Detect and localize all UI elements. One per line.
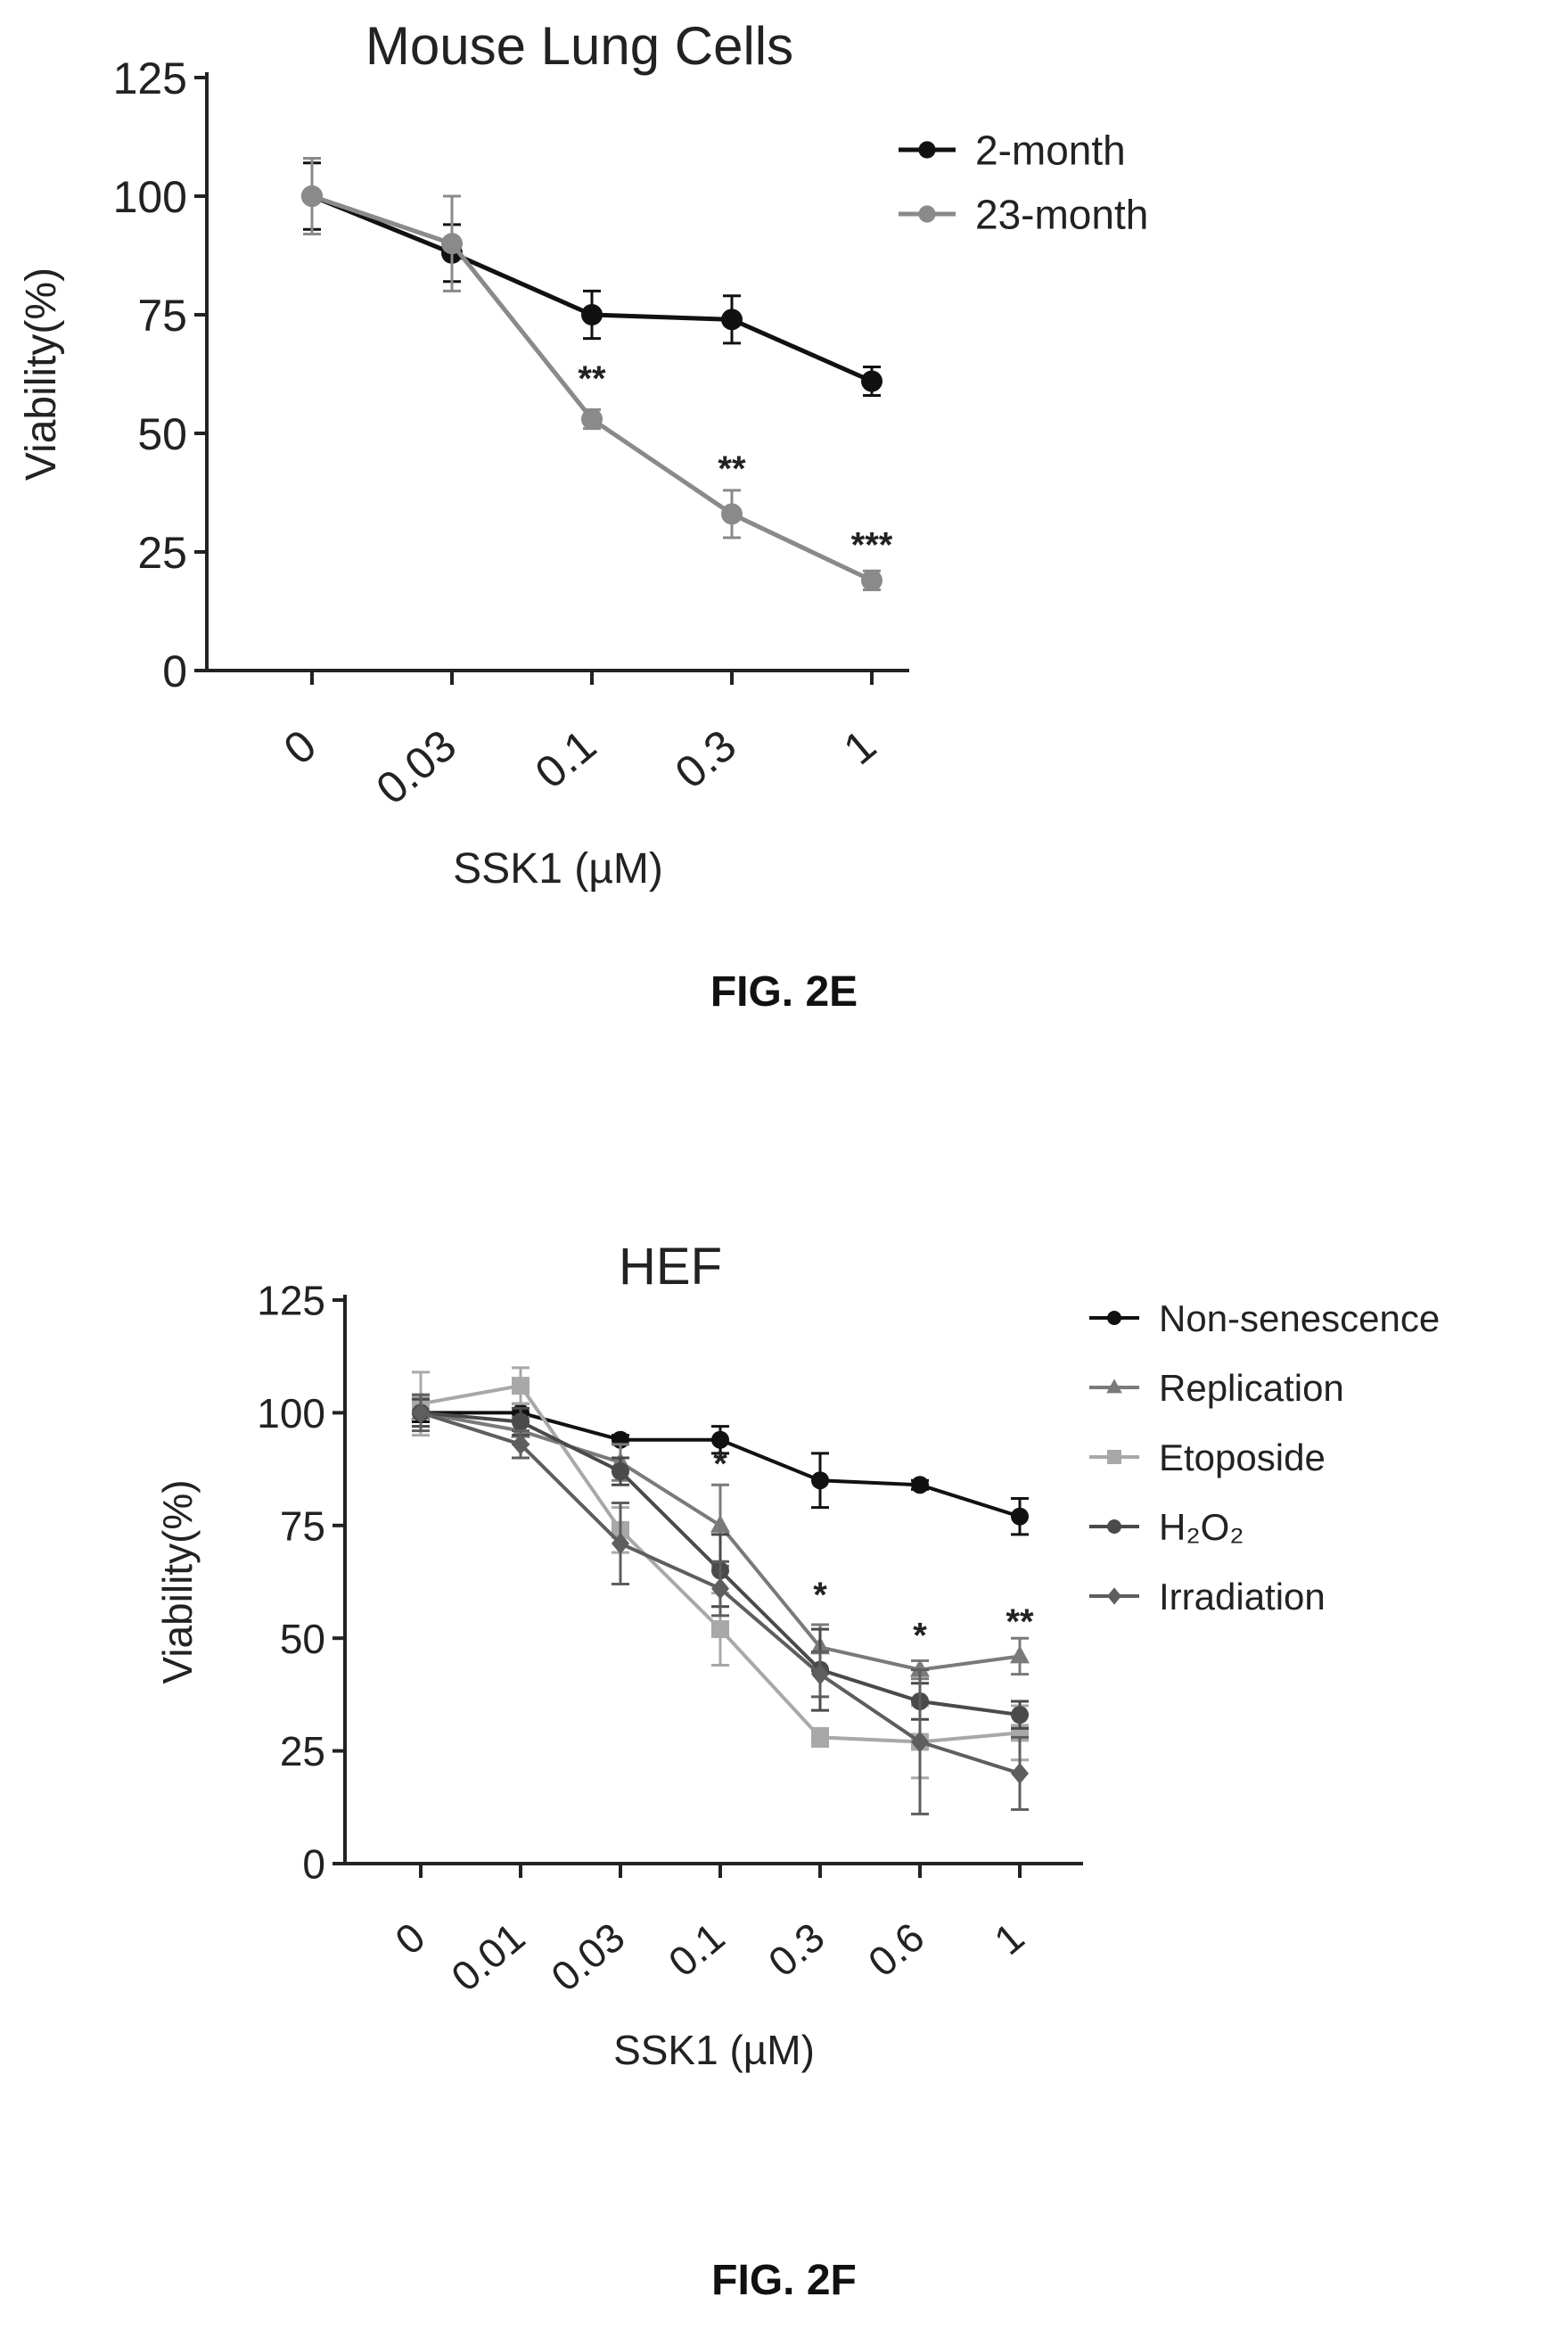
legend-label: Etoposide [1159, 1436, 1326, 1478]
series-23-month [301, 156, 883, 592]
y-tick-label: 125 [257, 1278, 325, 1324]
x-tick-label: 0.3 [759, 1914, 833, 1986]
legend-item: Non-senescence [1089, 1297, 1440, 1339]
data-point [710, 1514, 730, 1533]
significance-marker: * [713, 1445, 727, 1484]
data-point [910, 1659, 930, 1677]
series-irradiation [412, 1393, 1029, 1815]
legend-item: 23-month [899, 192, 1148, 238]
data-point [721, 503, 743, 525]
data-point [581, 408, 603, 431]
data-point [711, 1620, 729, 1639]
significance-marker: *** [851, 525, 893, 564]
data-point [581, 304, 603, 325]
x-tick-label: 0.03 [542, 1914, 633, 2000]
data-point [1011, 1706, 1029, 1725]
data-point [811, 1663, 829, 1685]
data-point [711, 1577, 729, 1600]
figure-caption-2e: FIG. 2E [710, 968, 858, 1016]
x-tick-label: 0.1 [660, 1914, 733, 1986]
legend-swatch-marker [1107, 1519, 1121, 1534]
legend-swatch-marker [1107, 1311, 1121, 1325]
legend-label: Non-senescence [1159, 1297, 1440, 1339]
chart-title: Mouse Lung Cells [365, 16, 793, 76]
significance-marker: ** [578, 359, 606, 399]
x-tick-label: 1 [985, 1914, 1032, 1963]
legend-item: H₂O₂ [1089, 1506, 1244, 1548]
chart-mouse-lung-cells: Mouse Lung Cells 0 25 50 75 100 125 0 0.03 0.1 0.3… [18, 16, 1148, 893]
y-tick-label: 50 [137, 409, 187, 459]
data-point [861, 370, 883, 392]
data-point [512, 1433, 530, 1455]
figure-caption-2f: FIG. 2F [711, 2257, 857, 2304]
data-point [711, 1430, 729, 1449]
x-tick-label: 0.03 [367, 720, 466, 814]
data-point [301, 185, 323, 207]
legend-label: Replication [1159, 1367, 1344, 1409]
x-axis-label: SSK1 (µM) [613, 2027, 815, 2073]
data-point [1011, 1507, 1029, 1526]
x-tick-label: 0.3 [666, 720, 745, 799]
y-tick-label: 0 [162, 646, 187, 696]
data-point [811, 1728, 829, 1747]
y-tick-label: 75 [137, 291, 187, 341]
y-axis-label: Viability(%) [154, 1479, 201, 1683]
data-point [721, 309, 743, 331]
figure-2f: HEF 0 25 50 75 100 125 0 0.01 0.03 0.1 0.3 0.6 1 Viabi… [0, 1186, 1568, 2346]
data-point [911, 1731, 929, 1753]
legend-label: Irradiation [1159, 1576, 1326, 1618]
data-point [512, 1377, 530, 1395]
data-point [1010, 1645, 1030, 1664]
legend-swatch-marker [1107, 1587, 1121, 1605]
figure-2e: Mouse Lung Cells 0 25 50 75 100 125 0 0.03 0.1 0.3… [0, 0, 1568, 1052]
y-tick-label: 25 [137, 528, 187, 578]
data-point [861, 569, 883, 591]
y-tick-label: 100 [113, 172, 187, 222]
data-point [612, 1533, 629, 1555]
x-tick-label: 1 [834, 720, 885, 775]
data-point [811, 1471, 829, 1490]
y-tick-label: 25 [280, 1728, 325, 1774]
data-point [911, 1476, 929, 1494]
x-tick-label: 0.1 [526, 720, 605, 799]
legend-swatch-marker [918, 205, 936, 223]
significance-marker: ** [1006, 1602, 1034, 1642]
y-axis-label: Viability(%) [18, 268, 65, 481]
significance-marker: * [813, 1576, 827, 1615]
x-axis-label: SSK1 (µM) [453, 845, 663, 893]
data-point [612, 1462, 629, 1481]
x-tick-label: 0.01 [442, 1914, 533, 2000]
data-point [1011, 1762, 1029, 1784]
data-point [512, 1412, 530, 1431]
legend-item: 2-month [899, 128, 1126, 174]
x-tick-label: 0 [275, 720, 325, 775]
legend-label: 23-month [975, 192, 1148, 238]
data-point [441, 233, 463, 255]
significance-marker: ** [718, 449, 746, 489]
y-tick-label: 100 [257, 1390, 325, 1436]
y-tick-label: 125 [113, 54, 187, 103]
x-tick-label: 0.6 [859, 1914, 932, 1986]
legend-swatch-marker [918, 141, 936, 159]
data-point [412, 1402, 430, 1424]
y-tick-label: 0 [302, 1841, 325, 1888]
legend-swatch-marker [1106, 1379, 1122, 1394]
legend-item: Irradiation [1089, 1576, 1326, 1618]
legend-item: Replication [1089, 1367, 1344, 1409]
chart-title: HEF [619, 1238, 722, 1296]
legend-item: Etoposide [1089, 1436, 1326, 1478]
legend-label: 2-month [975, 128, 1126, 174]
y-tick-label: 50 [280, 1616, 325, 1662]
significance-marker: * [913, 1616, 927, 1655]
legend-label: H₂O₂ [1159, 1506, 1244, 1548]
legend-swatch-marker [1107, 1450, 1121, 1464]
x-tick-label: 0 [386, 1914, 433, 1963]
y-tick-label: 75 [280, 1502, 325, 1549]
